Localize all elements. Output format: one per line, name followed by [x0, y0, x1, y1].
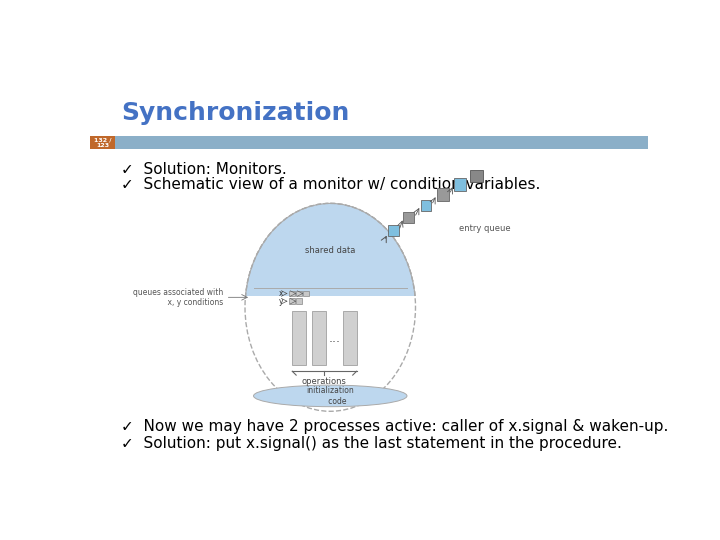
- FancyBboxPatch shape: [454, 178, 467, 191]
- FancyBboxPatch shape: [114, 137, 648, 148]
- Text: 132 /
123: 132 / 123: [94, 138, 111, 148]
- Text: initialization
      code: initialization code: [307, 386, 354, 406]
- FancyBboxPatch shape: [388, 225, 399, 236]
- FancyBboxPatch shape: [90, 137, 114, 148]
- FancyBboxPatch shape: [292, 311, 306, 365]
- FancyBboxPatch shape: [303, 291, 309, 296]
- FancyBboxPatch shape: [297, 291, 302, 296]
- Text: ✓  Now we may have 2 processes active: caller of x.signal & waken-up.: ✓ Now we may have 2 processes active: ca…: [121, 419, 668, 434]
- Text: queues associated with
    x, y conditions: queues associated with x, y conditions: [133, 288, 223, 307]
- FancyBboxPatch shape: [420, 200, 431, 211]
- Text: ...: ...: [328, 332, 340, 345]
- FancyBboxPatch shape: [289, 291, 294, 296]
- FancyBboxPatch shape: [437, 188, 449, 201]
- Text: entry queue: entry queue: [459, 224, 511, 233]
- Ellipse shape: [253, 385, 407, 407]
- FancyBboxPatch shape: [289, 299, 294, 304]
- Text: x: x: [279, 289, 284, 298]
- FancyBboxPatch shape: [297, 299, 302, 304]
- Text: y: y: [279, 296, 284, 306]
- FancyBboxPatch shape: [470, 170, 482, 182]
- FancyBboxPatch shape: [312, 311, 325, 365]
- Text: ✓  Solution: Monitors.: ✓ Solution: Monitors.: [121, 162, 287, 177]
- Ellipse shape: [245, 204, 415, 411]
- Text: operations: operations: [302, 377, 347, 387]
- Ellipse shape: [245, 204, 415, 411]
- FancyBboxPatch shape: [403, 212, 414, 223]
- Text: Synchronization: Synchronization: [121, 100, 349, 125]
- Text: ✓  Solution: put x.signal() as the last statement in the procedure.: ✓ Solution: put x.signal() as the last s…: [121, 436, 622, 451]
- FancyBboxPatch shape: [243, 296, 417, 415]
- FancyBboxPatch shape: [343, 311, 356, 365]
- Text: ✓  Schematic view of a monitor w/ condition variables.: ✓ Schematic view of a monitor w/ conditi…: [121, 177, 541, 192]
- Text: shared data: shared data: [305, 246, 356, 255]
